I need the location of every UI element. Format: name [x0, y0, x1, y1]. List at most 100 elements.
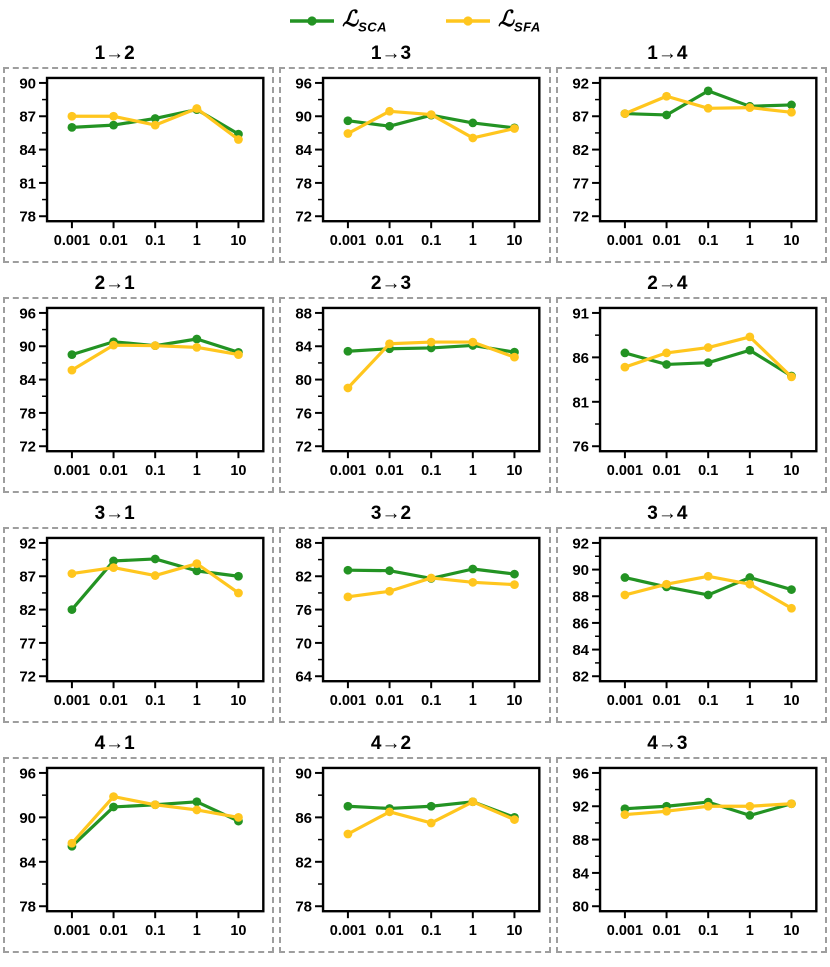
plot-frame: [45, 306, 265, 453]
x-tick-label: 1: [745, 463, 753, 479]
x-tick-label: 0.001: [54, 233, 90, 249]
sfa-point: [468, 577, 478, 587]
subplot-box: 72 77 82 87 92 0.001 0.01 0.1 1 10: [3, 527, 275, 723]
y-tick-label: 82: [572, 142, 589, 159]
x-tick-label: 10: [507, 233, 523, 249]
sfa-point: [620, 590, 629, 600]
x-tick-label: 0.01: [99, 233, 127, 249]
y-tick-label: 81: [19, 175, 36, 192]
subplot-panel-4-3: 4→3 80 84 88 92 96 0.001 0.01 0.1 1 10: [555, 730, 827, 953]
chart-canvas: 78 82 86 90 0.001 0.01 0.1 1 10: [296, 765, 541, 939]
sca-point: [385, 121, 395, 131]
subplot-box: 78 81 84 87 90 0.001 0.01 0.1 1 10: [3, 67, 275, 263]
sfa-point: [620, 362, 629, 372]
x-tick-label: 0.001: [606, 693, 642, 709]
y-tick-label: 96: [19, 765, 36, 782]
x-tick-label: 0.001: [330, 463, 366, 479]
y-tick-label: 78: [296, 175, 313, 192]
sfa-point: [234, 813, 243, 822]
legend-label-sca: ℒSCA: [342, 6, 388, 35]
sfa-point: [703, 343, 713, 352]
subplot-title-1-3: 1→3: [370, 43, 412, 64]
subplot-box: 78 84 90 96 0.001 0.01 0.1 1 10: [3, 757, 275, 953]
sfa-point: [150, 120, 160, 130]
sfa-point: [661, 806, 671, 816]
y-tick-label: 82: [296, 854, 313, 871]
subplot-box: 72 76 80 84 88 0.001 0.01 0.1 1 10: [279, 297, 551, 493]
sfa-point: [67, 838, 77, 848]
x-tick-label: 0.1: [698, 923, 718, 939]
sfa-point: [234, 588, 243, 598]
sca-point: [786, 585, 796, 594]
chart-canvas: 64 70 76 82 88 0.001 0.01 0.1 1 10: [296, 535, 541, 709]
sfa-point: [109, 340, 118, 350]
y-tick-label: 72: [19, 439, 36, 456]
sca-point: [620, 573, 629, 582]
sca-point: [192, 334, 202, 344]
sca-point: [661, 360, 671, 369]
subplot-title-2-3: 2→3: [370, 273, 412, 294]
sca-point: [343, 565, 353, 575]
sca-point: [385, 566, 395, 576]
x-tick-label: 0.1: [145, 463, 165, 479]
x-tick-label: 0.01: [376, 233, 404, 249]
sca-point: [703, 86, 713, 96]
x-tick-label: 0.001: [54, 693, 90, 709]
x-tick-label: 10: [507, 693, 523, 709]
y-tick-label: 86: [572, 350, 589, 367]
sca-point: [109, 802, 118, 812]
x-tick-label: 0.1: [698, 693, 718, 709]
sca-point: [67, 123, 77, 132]
x-tick-label: 10: [783, 923, 799, 939]
y-tick-label: 88: [572, 589, 589, 606]
x-tick-label: 0.01: [652, 463, 680, 479]
y-tick-label: 82: [572, 669, 589, 686]
x-tick-label: 0.001: [54, 923, 90, 939]
x-tick-label: 10: [230, 463, 246, 479]
x-tick-label: 0.01: [99, 693, 127, 709]
legend-label-sfa: ℒSFA: [498, 6, 541, 35]
x-tick-label: 0.1: [145, 923, 165, 939]
legend-item-sca: ℒSCA: [289, 6, 388, 35]
sfa-point: [67, 365, 77, 375]
y-tick-label: 84: [296, 339, 313, 356]
x-tick-label: 1: [469, 233, 477, 249]
sfa-point: [661, 348, 671, 358]
y-tick-label: 96: [19, 305, 36, 322]
subplot-panel-2-3: 2→3 72 76 80 84 88 0.001 0.01 0.1 1 10: [279, 270, 551, 493]
sca-point: [745, 811, 754, 820]
sfa-point: [343, 829, 353, 839]
sfa-point: [427, 337, 436, 347]
sfa-point: [427, 110, 436, 119]
subplot-title-4-3: 4→3: [647, 733, 688, 754]
chart-canvas: 76 81 86 91 0.001 0.01 0.1 1 10: [572, 305, 818, 479]
sfa-point: [661, 91, 671, 101]
sfa-point: [745, 103, 754, 112]
sfa-point: [385, 106, 395, 116]
x-tick-label: 0.001: [330, 233, 366, 249]
y-tick-label: 64: [296, 669, 313, 686]
sfa-point: [192, 805, 202, 815]
x-tick-label: 10: [783, 233, 799, 249]
subplot-title-2-1: 2→1: [94, 273, 135, 294]
subplot-box: 72 78 84 90 96 0.001 0.01 0.1 1 10: [3, 297, 275, 493]
sfa-point: [786, 107, 796, 117]
sca-point: [745, 573, 754, 582]
plot-frame: [45, 76, 265, 223]
x-tick-label: 10: [507, 463, 523, 479]
sfa-point: [192, 342, 202, 352]
y-tick-label: 84: [19, 372, 36, 389]
subplot-title-1-2: 1→2: [94, 43, 135, 64]
subplot-panel-3-4: 3→4 82 84 86 88 90 92 0.001 0.01 0.1 1 10: [555, 500, 827, 723]
subplot-title-3-4: 3→4: [647, 503, 688, 524]
sfa-point: [234, 350, 243, 359]
y-tick-label: 84: [572, 865, 589, 882]
x-tick-label: 1: [469, 463, 477, 479]
y-tick-label: 92: [572, 75, 589, 92]
sfa-point: [786, 372, 796, 382]
sca-point: [703, 590, 713, 600]
sfa-point: [620, 109, 629, 118]
y-tick-label: 96: [296, 75, 313, 92]
x-tick-label: 1: [745, 693, 753, 709]
sfa-point: [786, 799, 796, 809]
